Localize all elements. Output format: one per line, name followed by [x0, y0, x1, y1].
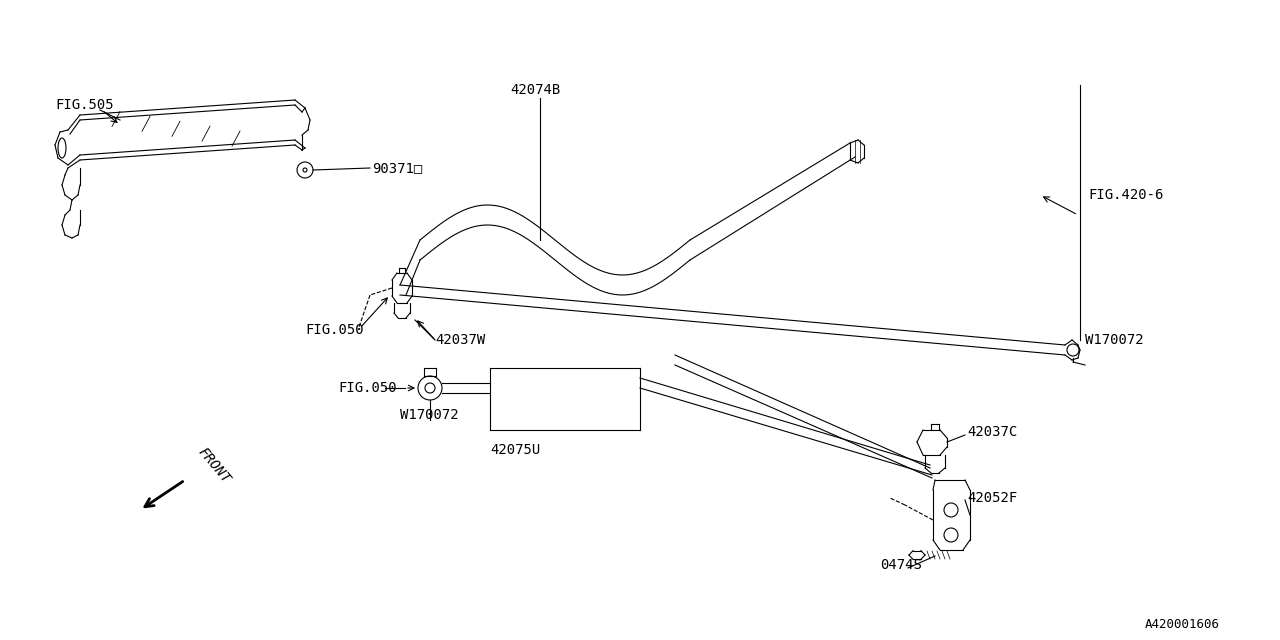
Text: 0474S: 0474S [881, 558, 922, 572]
Text: W170072: W170072 [1085, 333, 1143, 347]
Text: FIG.050: FIG.050 [338, 381, 397, 395]
Text: 42037C: 42037C [966, 425, 1018, 439]
Text: FRONT: FRONT [195, 444, 233, 486]
Text: FIG.505: FIG.505 [55, 98, 114, 112]
Text: 90371□: 90371□ [372, 161, 422, 175]
Text: 42075U: 42075U [490, 443, 540, 457]
Text: W170072: W170072 [399, 408, 458, 422]
Text: 42074B: 42074B [509, 83, 561, 97]
Text: 42052F: 42052F [966, 491, 1018, 505]
Text: FIG.420-6: FIG.420-6 [1088, 188, 1164, 202]
Text: A420001606: A420001606 [1146, 618, 1220, 632]
Text: FIG.050: FIG.050 [305, 323, 364, 337]
Text: 42037W: 42037W [435, 333, 485, 347]
